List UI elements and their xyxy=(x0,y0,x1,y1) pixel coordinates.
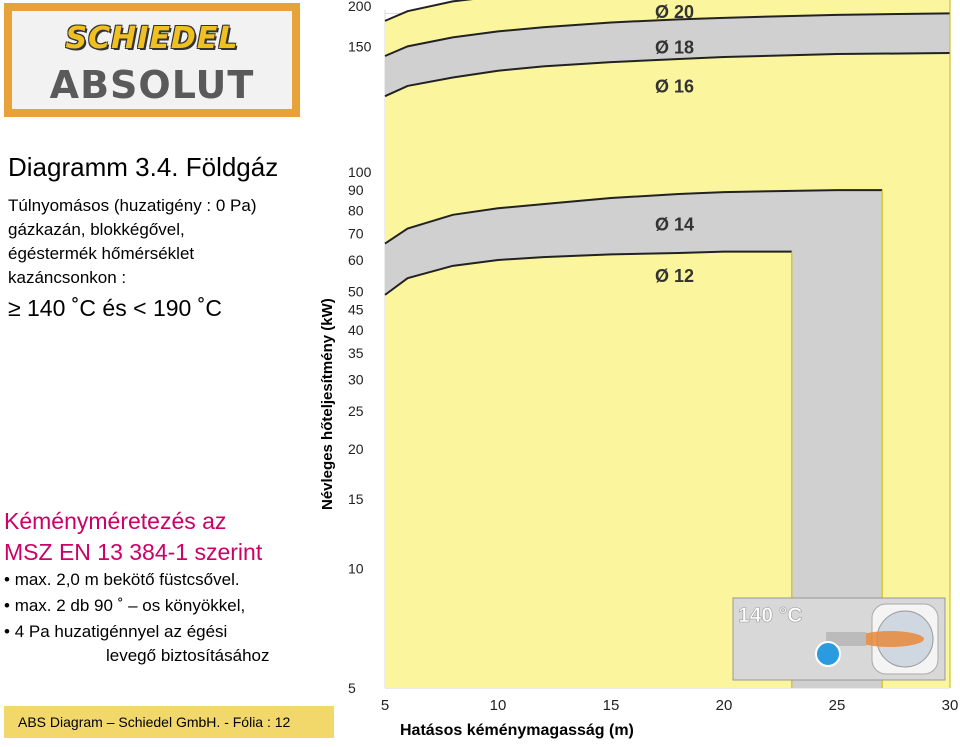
series-label: Ø 14 xyxy=(655,214,694,234)
x-tick-label: 10 xyxy=(490,697,507,714)
bullet-item: • max. 2,0 m bekötő füstcsővel. xyxy=(4,570,240,589)
chart-curves xyxy=(384,0,951,688)
bullet-text-1: max. 2,0 m bekötő füstcsővel. xyxy=(14,570,240,589)
bullet-item: • 4 Pa huzatigénnyel az égési xyxy=(4,622,228,641)
chart-ticks: 1502002505101520253035404550607080901005… xyxy=(348,0,958,714)
description-line-4: kazáncsonkon : xyxy=(8,268,127,287)
blue-indicator-icon xyxy=(815,641,841,667)
series-curve xyxy=(384,0,474,22)
logo-panel: SCHIEDEL ABSOLUT xyxy=(12,11,292,109)
series-curve xyxy=(384,52,951,98)
bullet-text-3: 4 Pa huzatigénnyel az égési xyxy=(14,622,228,641)
series-label: Ø 12 xyxy=(655,266,694,286)
description-line-1: Túlnyomásos (huzatigény : 0 Pa) xyxy=(8,196,257,215)
temperature-range: ≥ 140 ˚C és < 190 ˚C xyxy=(8,295,222,321)
x-axis-label: Hatásos kéménymagasság (m) xyxy=(400,722,634,739)
y-tick-label: 30 xyxy=(348,371,364,387)
section-title-line-1: Kéményméretezés az xyxy=(4,508,227,534)
x-tick-label: 5 xyxy=(381,697,389,714)
schiedel-logo: SCHIEDEL ABSOLUT xyxy=(4,3,300,117)
y-tick-label: 60 xyxy=(348,252,364,268)
y-tick-label: 200 xyxy=(348,0,372,14)
y-axis-label: Névleges hőteljesítmény (kW) xyxy=(319,298,336,510)
y-tick-label: 80 xyxy=(348,202,364,218)
logo-brand-text: SCHIEDEL xyxy=(65,21,239,56)
section-title-line-2: MSZ EN 13 384-1 szerint xyxy=(4,539,263,565)
y-tick-label: 35 xyxy=(348,345,364,361)
y-tick-label: 70 xyxy=(348,225,364,241)
y-tick-label: 25 xyxy=(348,403,364,419)
y-tick-label: 45 xyxy=(348,302,364,318)
inset-label: 140 °C xyxy=(738,604,802,627)
x-tick-label: 25 xyxy=(829,697,846,714)
x-tick-label: 20 xyxy=(716,697,733,714)
logo-product-text: ABSOLUT xyxy=(49,63,255,107)
x-tick-label: 15 xyxy=(603,697,620,714)
series-label: Ø 20 xyxy=(655,2,694,22)
series-band xyxy=(385,251,792,688)
series-curve xyxy=(384,189,883,245)
description-line-2: gázkazán, blokkégővel, xyxy=(8,220,185,239)
y-tick-label: 150 xyxy=(348,38,372,54)
chart-series-labels: Ø 12 Ø 14 Ø 16 Ø 18 Ø 20 xyxy=(655,2,694,286)
y-tick-label: 15 xyxy=(348,491,364,507)
bullet-continuation: levegő biztosításához xyxy=(106,646,270,665)
footer-caption: ABS Diagram – Schiedel GmbH. - Fólia : 1… xyxy=(4,706,334,738)
series-label: Ø 18 xyxy=(655,37,694,57)
x-tick-label: 30 xyxy=(942,697,959,714)
series-curve xyxy=(384,12,951,57)
series-label: Ø 16 xyxy=(655,77,694,97)
diagram-title: Diagramm 3.4. Földgáz xyxy=(8,152,279,182)
y-tick-label: 40 xyxy=(348,322,364,338)
description-line-3: égéstermék hőmérséklet xyxy=(8,244,195,263)
section-title: Kéményméretezés az MSZ EN 13 384-1 szeri… xyxy=(4,506,262,568)
flame-icon xyxy=(856,631,924,647)
chart-bands xyxy=(385,0,950,688)
burner-inset: 140 °C xyxy=(732,597,946,681)
y-tick-label: 50 xyxy=(348,283,364,299)
burner-pipe xyxy=(826,632,866,646)
y-tick-label: 10 xyxy=(348,561,364,577)
y-tick-label: 5 xyxy=(348,680,356,696)
y-tick-label: 100 xyxy=(348,164,372,180)
bullet-item: • max. 2 db 90 ˚ – os könyökkel, xyxy=(4,596,246,615)
y-tick-label: 20 xyxy=(348,441,364,457)
y-tick-label: 90 xyxy=(348,182,364,198)
bullet-text-2: max. 2 db 90 ˚ – os könyökkel, xyxy=(14,596,246,615)
series-curve xyxy=(384,250,792,296)
